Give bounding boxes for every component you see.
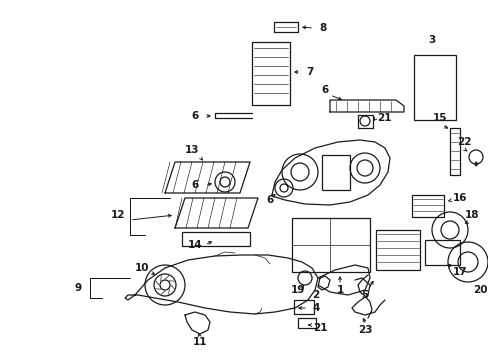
Text: 4: 4	[312, 303, 319, 313]
Text: 6: 6	[266, 195, 273, 205]
Text: 12: 12	[110, 210, 125, 220]
Text: 18: 18	[464, 210, 478, 220]
Text: 16: 16	[452, 193, 467, 203]
Text: 7: 7	[305, 67, 313, 77]
Bar	[424, 240, 459, 265]
Text: 14: 14	[187, 240, 202, 250]
Text: 9: 9	[74, 283, 81, 293]
Text: 22: 22	[456, 137, 470, 147]
Text: 2: 2	[312, 290, 319, 300]
Text: 20: 20	[472, 285, 486, 295]
Bar	[321, 155, 349, 190]
Text: 6: 6	[191, 180, 198, 190]
Text: 11: 11	[192, 337, 207, 347]
Text: 15: 15	[432, 113, 447, 123]
Bar	[291, 218, 369, 272]
Text: 17: 17	[452, 267, 467, 277]
Bar	[375, 230, 419, 270]
Text: 21: 21	[312, 323, 326, 333]
Text: 6: 6	[191, 111, 198, 121]
Bar	[293, 300, 313, 314]
Text: 8: 8	[319, 23, 326, 33]
Text: 10: 10	[135, 263, 149, 273]
Text: 5: 5	[361, 290, 368, 300]
Text: 23: 23	[357, 325, 371, 335]
Text: 19: 19	[290, 285, 305, 295]
Text: 21: 21	[376, 113, 390, 123]
Bar	[297, 318, 315, 328]
Bar	[182, 232, 249, 246]
Bar	[413, 55, 455, 120]
Text: 13: 13	[184, 145, 199, 155]
Text: 3: 3	[427, 35, 435, 45]
Bar	[411, 195, 443, 217]
Text: 6: 6	[321, 85, 328, 95]
Text: 1: 1	[336, 285, 343, 295]
